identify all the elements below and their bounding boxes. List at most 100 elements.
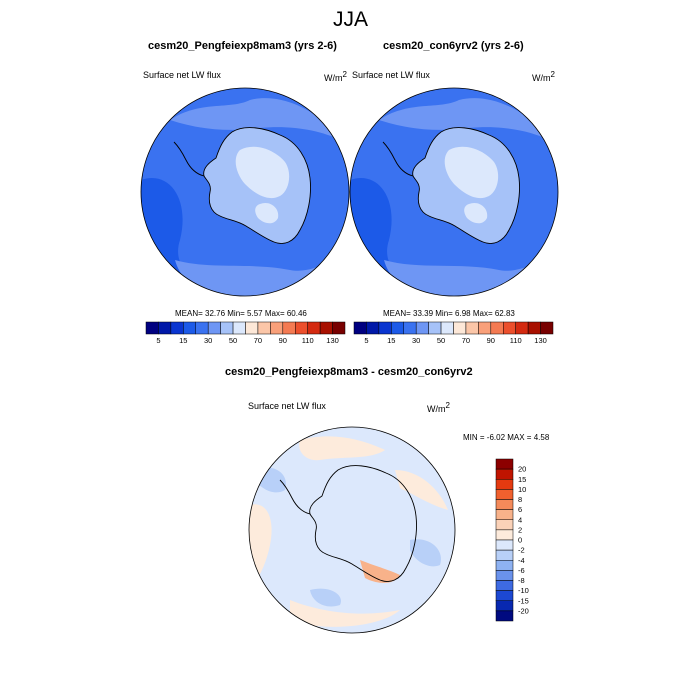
colorbar-1-swatch [319, 321, 333, 335]
colorbar-difference-swatch [495, 549, 514, 561]
colorbar-2-swatch [527, 321, 541, 335]
colorbar-difference-swatch [495, 499, 514, 510]
colorbar-difference-tick-label: -8 [518, 576, 525, 585]
colorbar-difference-swatch [495, 570, 514, 581]
colorbar-difference-swatch [495, 458, 514, 470]
panel-1-units: W/m2 [324, 70, 347, 83]
panel-2-variable-label: Surface net LW flux [352, 70, 430, 80]
colorbar-1-swatch [270, 321, 284, 335]
colorbar-difference-swatch [495, 529, 514, 541]
colorbar-1-swatch [295, 321, 308, 335]
colorbar-difference-tick-label: -15 [518, 596, 529, 605]
colorbar-difference-tick-label: 20 [518, 465, 526, 474]
difference-title: cesm20_Pengfeiexp8mam3 - cesm20_con6yrv2 [225, 366, 473, 378]
colorbar-difference-tick-label: -2 [518, 546, 525, 555]
colorbar-1-swatch [257, 321, 271, 335]
colorbar-panel-2: 5 15 30 50 70 90 110 130 [353, 321, 554, 345]
colorbar-1-swatch [332, 321, 346, 335]
colorbar-2-swatch [378, 321, 392, 335]
page-title: JJA [333, 8, 369, 31]
colorbar-2-swatch [478, 321, 492, 335]
colorbar-1-swatch [282, 321, 296, 335]
colorbar-difference-tick-label: 6 [518, 505, 522, 514]
colorbar-2-tick-label: 110 [510, 336, 522, 345]
panel-1-map [140, 87, 350, 297]
colorbar-difference-tick-label: 10 [518, 485, 526, 494]
colorbar-difference-swatch [495, 600, 514, 612]
colorbar-1-tick-label: 5 [156, 336, 160, 345]
difference-variable-label: Surface net LW flux [248, 401, 326, 411]
colorbar-1-swatch [307, 321, 321, 335]
colorbar-difference-swatch [495, 580, 514, 591]
colorbar-difference-swatch [495, 560, 514, 571]
colorbar-2-swatch [366, 321, 380, 335]
colorbar-difference-swatch [495, 519, 514, 531]
colorbar-1-tick-label: 110 [302, 336, 314, 345]
panel-2-stats: MEAN= 33.39 Min= 6.98 Max= 62.83 [383, 309, 515, 318]
colorbar-difference-swatch [495, 590, 514, 601]
panel-1-stats: MEAN= 32.76 Min= 5.57 Max= 60.46 [175, 309, 307, 318]
difference-units: W/m2 [427, 401, 450, 414]
colorbar-2-tick-label: 90 [487, 336, 495, 345]
colorbar-difference-swatch [495, 479, 514, 490]
colorbar-1-swatch [183, 321, 196, 335]
panel-1-title: cesm20_Pengfeiexp8mam3 (yrs 2-6) [148, 40, 337, 52]
colorbar-difference-swatch [495, 489, 514, 500]
panel-2-map [349, 87, 559, 297]
panel-2-units: W/m2 [532, 70, 555, 83]
colorbar-2-swatch [465, 321, 479, 335]
colorbar-1-swatch [207, 321, 221, 335]
colorbar-difference-tick-label: 8 [518, 495, 522, 504]
colorbar-2-swatch [515, 321, 529, 335]
colorbar-2-swatch [490, 321, 504, 335]
panel-2-title: cesm20_con6yrv2 (yrs 2-6) [383, 40, 524, 52]
colorbar-difference-swatch [495, 509, 514, 520]
colorbar-1-swatch [220, 321, 234, 335]
colorbar-2-tick-label: 15 [387, 336, 395, 345]
colorbar-1-swatch [245, 321, 259, 335]
colorbar-panel-1: 5 15 30 50 70 90 110 130 [145, 321, 346, 345]
colorbar-1-swatch [170, 321, 184, 335]
colorbar-1-swatch [145, 321, 159, 335]
colorbar-2-tick-label: 50 [437, 336, 445, 345]
colorbar-difference-tick-label: -20 [518, 606, 529, 615]
colorbar-1-swatch [158, 321, 172, 335]
colorbar-difference-swatch [495, 468, 514, 480]
colorbar-1-tick-label: 15 [179, 336, 187, 345]
colorbar-2-swatch [403, 321, 417, 335]
colorbar-difference-swatch [495, 539, 514, 551]
difference-field [249, 427, 455, 633]
colorbar-2-tick-label: 30 [412, 336, 420, 345]
colorbar-2-swatch [503, 321, 516, 335]
colorbar-1-swatch [195, 321, 209, 335]
colorbar-difference-swatch [495, 610, 514, 622]
colorbar-difference-tick-label: -10 [518, 586, 529, 595]
colorbar-1-tick-label: 50 [229, 336, 237, 345]
difference-map [248, 426, 456, 634]
colorbar-2-tick-label: 70 [462, 336, 470, 345]
colorbar-difference-tick-label: 2 [518, 525, 522, 534]
colorbar-difference-tick-label: -4 [518, 556, 525, 565]
colorbar-1-swatch [232, 321, 246, 335]
colorbar-2-swatch [540, 321, 554, 335]
colorbar-difference-tick-label: 4 [518, 515, 522, 524]
panel-1-variable-label: Surface net LW flux [143, 70, 221, 80]
colorbar-1-tick-label: 130 [326, 336, 339, 345]
colorbar-2-tick-label: 130 [534, 336, 547, 345]
difference-stats: MIN = -6.02 MAX = 4.58 [463, 433, 550, 442]
colorbar-2-swatch [391, 321, 404, 335]
colorbar-1-tick-label: 90 [279, 336, 287, 345]
colorbar-difference-tick-label: 15 [518, 475, 526, 484]
colorbar-2-swatch [453, 321, 467, 335]
colorbar-difference-tick-label: -6 [518, 566, 525, 575]
colorbar-difference-tick-label: 0 [518, 536, 522, 545]
colorbar-2-tick-label: 5 [364, 336, 368, 345]
colorbar-1-tick-label: 70 [254, 336, 262, 345]
colorbar-1-tick-label: 30 [204, 336, 212, 345]
colorbar-2-swatch [440, 321, 454, 335]
colorbar-2-swatch [428, 321, 442, 335]
colorbar-2-swatch [415, 321, 429, 335]
colorbar-2-swatch [353, 321, 367, 335]
